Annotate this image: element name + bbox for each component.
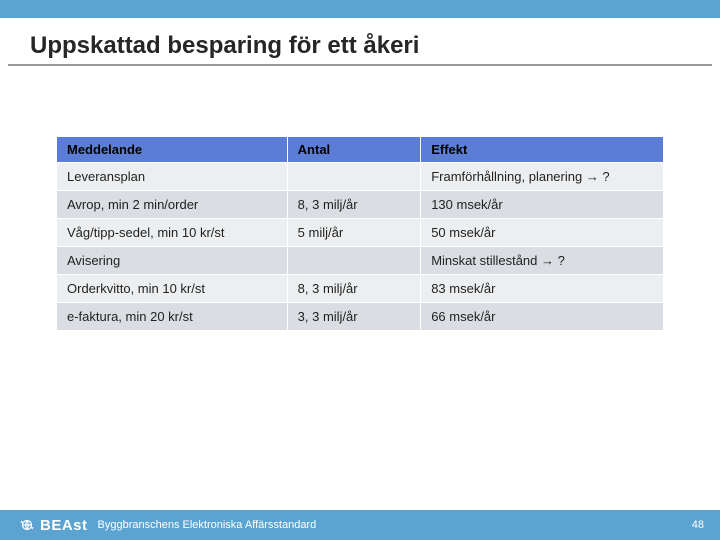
slide-body: Uppskattad besparing för ett åkeri Medde…: [0, 18, 720, 522]
cell: 66 msek/år: [421, 303, 664, 331]
footer-left: BEAst Byggbranschens Elektroniska Affärs…: [18, 516, 316, 534]
col-header-effekt: Effekt: [421, 137, 664, 163]
table-row: Orderkvitto, min 10 kr/st 8, 3 milj/år 8…: [57, 275, 664, 303]
cell: Minskat stillestånd → ?: [421, 247, 664, 275]
cell: 8, 3 milj/år: [287, 275, 421, 303]
cell: Framförhållning, planering → ?: [421, 163, 664, 191]
footer-tagline: Byggbranschens Elektroniska Affärsstanda…: [98, 519, 317, 531]
col-header-antal: Antal: [287, 137, 421, 163]
cell: 3, 3 milj/år: [287, 303, 421, 331]
cell: [287, 163, 421, 191]
cell: e-faktura, min 20 kr/st: [57, 303, 288, 331]
table-row: Våg/tipp-sedel, min 10 kr/st 5 milj/år 5…: [57, 219, 664, 247]
cell: 8, 3 milj/år: [287, 191, 421, 219]
table-row: e-faktura, min 20 kr/st 3, 3 milj/år 66 …: [57, 303, 664, 331]
cell: Avisering: [57, 247, 288, 275]
table-row: Avrop, min 2 min/order 8, 3 milj/år 130 …: [57, 191, 664, 219]
logo: BEAst: [18, 516, 88, 534]
cell: Avrop, min 2 min/order: [57, 191, 288, 219]
cell: Orderkvitto, min 10 kr/st: [57, 275, 288, 303]
table-header-row: Meddelande Antal Effekt: [57, 137, 664, 163]
savings-table: Meddelande Antal Effekt Leveransplan Fra…: [56, 136, 664, 331]
savings-table-wrap: Meddelande Antal Effekt Leveransplan Fra…: [56, 136, 664, 331]
cell: 83 msek/år: [421, 275, 664, 303]
logo-text: BEAst: [40, 517, 88, 534]
table-row: Leveransplan Framförhållning, planering …: [57, 163, 664, 191]
cell: Våg/tipp-sedel, min 10 kr/st: [57, 219, 288, 247]
globe-arrows-icon: [18, 516, 36, 534]
slide-title: Uppskattad besparing för ett åkeri: [30, 32, 690, 60]
title-region: Uppskattad besparing för ett åkeri: [8, 18, 712, 66]
cell: [287, 247, 421, 275]
footer-bar: BEAst Byggbranschens Elektroniska Affärs…: [0, 510, 720, 540]
cell: 50 msek/år: [421, 219, 664, 247]
table-row: Avisering Minskat stillestånd → ?: [57, 247, 664, 275]
cell: Leveransplan: [57, 163, 288, 191]
cell: 130 msek/år: [421, 191, 664, 219]
cell: 5 milj/år: [287, 219, 421, 247]
page-number: 48: [692, 519, 704, 531]
col-header-meddelande: Meddelande: [57, 137, 288, 163]
